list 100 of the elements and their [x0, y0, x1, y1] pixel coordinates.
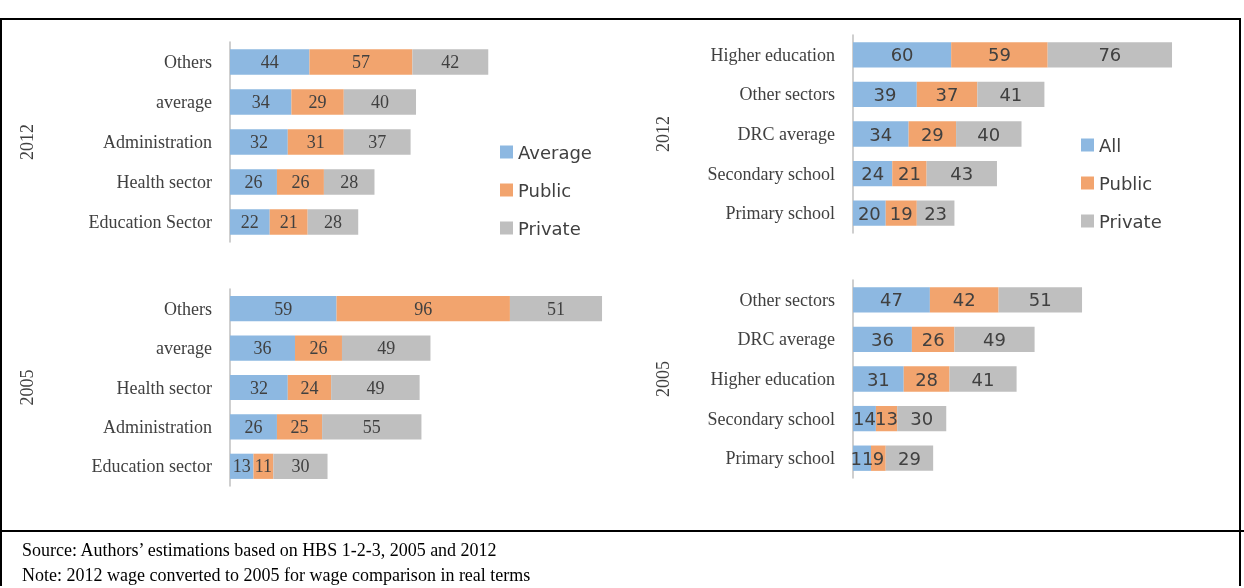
y-tick-label: Higher education	[710, 44, 835, 65]
bar	[956, 121, 1022, 147]
data-label: 9	[872, 447, 885, 469]
bar	[412, 49, 489, 75]
legend-label: Public	[1099, 172, 1153, 194]
bar	[998, 287, 1083, 313]
bar	[230, 414, 277, 440]
data-label: 57	[351, 52, 370, 72]
y-tick-label: DRC average	[737, 124, 835, 144]
bar	[343, 129, 411, 155]
bar	[509, 296, 603, 322]
bar	[977, 81, 1045, 108]
data-label: 30	[291, 456, 310, 477]
bar	[273, 453, 328, 479]
data-label: 41	[971, 368, 995, 390]
bar	[307, 209, 359, 235]
data-label: 51	[546, 298, 565, 319]
legend-label: Public	[518, 179, 572, 201]
y-tick-label: Education Sector	[88, 212, 212, 232]
y-axis-title: 2012	[17, 124, 37, 160]
bar	[1047, 42, 1173, 68]
legend-label: All	[1099, 134, 1122, 156]
legend-label: Private	[1099, 210, 1162, 232]
data-label: 28	[323, 212, 342, 232]
data-label: 14	[853, 408, 876, 430]
data-label: 26	[309, 338, 328, 359]
bar	[343, 89, 417, 115]
legend-label: Average	[518, 141, 592, 163]
data-label: 19	[889, 202, 913, 224]
data-label: 29	[920, 123, 944, 145]
bar	[230, 89, 292, 115]
data-label: 40	[977, 123, 1001, 145]
y-tick-label: average	[156, 338, 213, 359]
data-label: 31	[866, 368, 890, 390]
data-label: 40	[370, 92, 389, 112]
bar	[926, 160, 997, 187]
y-tick-label: DRC average	[737, 329, 835, 350]
data-label: 37	[368, 132, 387, 152]
bar	[309, 49, 413, 75]
bar	[230, 374, 288, 401]
data-label: 32	[249, 377, 268, 398]
y-tick-label: Health sector	[116, 377, 212, 398]
data-label: 60	[890, 44, 914, 66]
bar	[954, 326, 1035, 353]
bar	[916, 81, 978, 108]
data-label: 26	[244, 416, 263, 437]
bar	[853, 287, 930, 313]
y-axis-title: 2012	[653, 116, 673, 152]
data-label: 26	[244, 172, 263, 192]
data-label: 37	[935, 83, 959, 105]
y-tick-label: Administration	[103, 416, 212, 437]
bar	[295, 335, 342, 361]
data-label: 30	[910, 408, 934, 430]
data-label: 11	[254, 456, 273, 477]
data-label: 49	[983, 328, 1006, 350]
y-tick-label: Administration	[103, 132, 212, 152]
text: Note: 2012 wage converted to 2005 for wage comparison in real terms	[22, 564, 532, 587]
y-axis-title: 2005	[17, 369, 37, 406]
y-tick-label: Secondary school	[707, 163, 835, 184]
y-tick-label: Others	[164, 298, 212, 319]
data-label: 28	[340, 172, 359, 192]
data-label: 43	[950, 163, 974, 185]
y-tick-label: Other sectors	[739, 84, 835, 105]
bar	[853, 121, 909, 147]
data-label: 96	[414, 298, 433, 319]
y-tick-label: Primary school	[725, 448, 835, 469]
bar	[331, 374, 420, 401]
data-label: 36	[253, 338, 272, 359]
bar	[929, 287, 999, 313]
bar	[287, 129, 344, 155]
bar	[269, 209, 308, 235]
data-label: 49	[377, 338, 396, 359]
data-label: 36	[870, 328, 894, 350]
data-label: 13	[875, 408, 898, 430]
data-label: 47	[879, 289, 903, 311]
bar	[323, 169, 375, 195]
bar	[336, 296, 510, 322]
data-label: 26	[291, 172, 310, 192]
bar	[291, 89, 344, 115]
y-tick-label: Higher education	[710, 369, 835, 389]
data-label: 26	[921, 328, 945, 350]
data-label: 24	[300, 377, 319, 398]
data-label: 42	[441, 52, 460, 72]
data-label: 59	[987, 44, 1011, 66]
bar	[951, 42, 1048, 68]
data-label: 32	[249, 132, 268, 152]
y-axis-title: 2005	[653, 361, 673, 397]
bar	[230, 296, 337, 322]
data-label: 59	[274, 298, 293, 319]
data-label: 34	[251, 92, 270, 112]
y-tick-label: Secondary school	[707, 408, 835, 429]
data-label: 76	[1098, 44, 1122, 66]
data-label: 42	[952, 289, 976, 311]
data-label: 25	[290, 416, 309, 437]
data-label: 13	[232, 456, 251, 477]
data-label: 44	[260, 52, 279, 72]
data-label: 28	[915, 368, 939, 390]
data-label: 22	[240, 212, 259, 232]
data-label: 20	[857, 202, 881, 224]
y-tick-label: Health sector	[116, 172, 212, 192]
